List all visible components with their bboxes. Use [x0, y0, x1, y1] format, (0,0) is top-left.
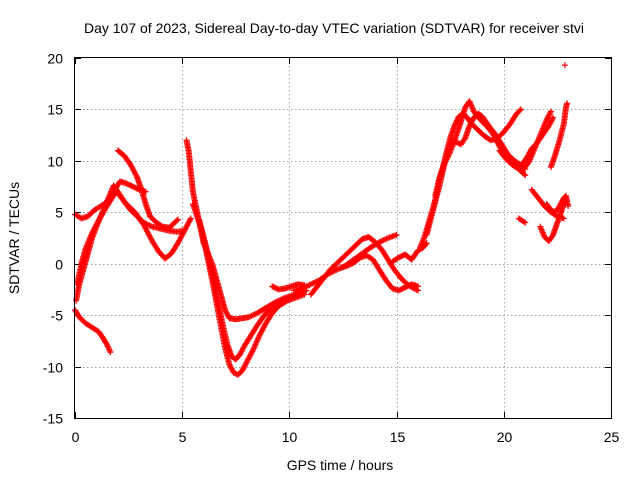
data-point [444, 155, 451, 162]
data-point [522, 172, 529, 179]
y-tick-label: 10 [47, 154, 63, 170]
data-point [461, 136, 468, 143]
data-point [283, 298, 290, 305]
y-tick-label: -10 [43, 360, 63, 376]
data-point [522, 219, 529, 226]
data-point [301, 291, 308, 298]
data-point [174, 216, 181, 223]
x-axis-label: GPS time / hours [287, 457, 394, 473]
data-point [549, 233, 556, 240]
data-point [393, 231, 400, 238]
data-point [249, 348, 256, 355]
data-point [550, 114, 557, 121]
y-axis-label: SDTVAR / TECUs [6, 182, 22, 294]
data-point [549, 116, 556, 123]
data-point [521, 171, 528, 178]
grid [75, 58, 611, 418]
data-point [564, 100, 571, 107]
x-tick-label: 5 [179, 429, 187, 445]
y-tick-label: -15 [43, 411, 63, 427]
y-tick-label: 20 [47, 51, 63, 67]
data-point [547, 108, 554, 115]
y-tick-label: 15 [47, 102, 63, 118]
y-tick-label: 5 [55, 205, 63, 221]
plot-frame [74, 57, 612, 419]
x-tick-label: 25 [604, 429, 620, 445]
y-tick-label: -5 [51, 308, 64, 324]
data-point [107, 349, 114, 356]
data-point [173, 217, 180, 224]
data-point [187, 215, 194, 222]
data-point [133, 172, 140, 179]
data-point [187, 216, 194, 223]
data-point [517, 106, 524, 113]
data-point [415, 283, 422, 290]
x-tick-label: 15 [390, 429, 406, 445]
axes: 0 5 10 15 20 25 -15 -10 -5 0 5 10 15 20 [43, 51, 620, 446]
y-tick-label: 0 [55, 257, 63, 273]
data-point [561, 62, 568, 69]
data-point [451, 122, 458, 129]
data-point [103, 340, 110, 347]
data-point [560, 215, 567, 222]
x-tick-label: 10 [282, 429, 298, 445]
data-point [520, 218, 527, 225]
data-point [547, 109, 554, 116]
x-tick-label: 20 [497, 429, 513, 445]
chart-title: Day 107 of 2023, Sidereal Day-to-day VTE… [84, 20, 584, 36]
data-point [142, 188, 149, 195]
x-tick-label: 0 [72, 429, 80, 445]
data-point [516, 107, 523, 114]
data-point [565, 203, 572, 210]
data-points [72, 62, 572, 378]
